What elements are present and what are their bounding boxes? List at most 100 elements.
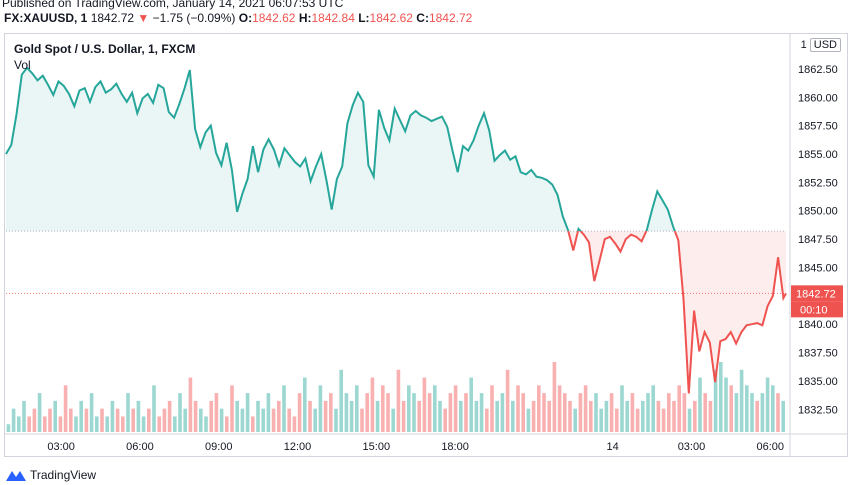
volume-bar <box>750 393 754 432</box>
volume-bar <box>765 377 770 432</box>
volume-bar <box>573 408 577 432</box>
volume-bar <box>323 400 328 432</box>
x-tick-label: 06:00 <box>126 441 154 453</box>
volume-bar <box>438 400 442 432</box>
volume-bar <box>110 400 115 432</box>
y-tick-label: 1845.00 <box>798 262 838 274</box>
volume-bar <box>776 393 780 432</box>
volume-bar <box>604 400 609 432</box>
volume-bar <box>771 385 775 432</box>
volume-bar <box>734 393 739 432</box>
y-tick-label: 1857.50 <box>798 121 838 133</box>
x-tick-label: 03:00 <box>678 441 706 453</box>
symbol-label: FX:XAUUSD, 1 <box>4 11 88 25</box>
volume-bar <box>6 424 11 432</box>
volume-bar <box>147 408 151 432</box>
volume-bar <box>63 385 68 432</box>
area-fill-above <box>6 67 675 232</box>
chart-title: Gold Spot / U.S. Dollar, 1, FXCM <box>14 42 196 56</box>
y-tick-label: 1832.50 <box>798 404 838 416</box>
volume-bar <box>43 416 47 432</box>
currency-label[interactable]: USD <box>809 38 841 52</box>
volume-bar <box>282 385 286 432</box>
volume-bar <box>152 385 156 432</box>
volume-bar <box>516 385 520 432</box>
volume-bar <box>157 416 161 432</box>
volume-bar <box>318 385 323 432</box>
countdown-label: 00:10 <box>800 304 828 316</box>
y-tick-label: 1860.00 <box>798 92 838 104</box>
volume-bar <box>646 393 650 432</box>
volume-bar <box>537 385 541 432</box>
volume-bar <box>609 393 614 432</box>
volume-bar <box>251 416 255 432</box>
volume-bar <box>261 408 265 432</box>
volume-bar <box>74 416 78 432</box>
published-caption: Published on TradingView.com, January 14… <box>2 0 344 10</box>
volume-bar <box>464 393 468 432</box>
volume-bar <box>370 377 375 432</box>
volume-bar <box>531 400 536 432</box>
volume-bar <box>95 416 99 432</box>
volume-bar <box>755 400 759 432</box>
volume-bar <box>687 408 692 432</box>
volume-bar <box>672 400 676 432</box>
volume-bar <box>209 400 213 432</box>
volume-bar <box>433 385 437 432</box>
volume-bar <box>625 400 629 432</box>
x-tick-label: 15:00 <box>363 441 391 453</box>
volume-bar <box>453 385 458 432</box>
volume-bar <box>578 393 583 432</box>
ohlc-header: FX:XAUUSD, 1 1842.72 ▼ −1.75 (−0.09%) O:… <box>4 11 472 25</box>
volume-bar <box>37 393 42 432</box>
volume-bar <box>235 400 239 432</box>
volume-bar <box>339 369 343 432</box>
volume-bar <box>162 408 167 432</box>
volume-bar <box>141 416 146 432</box>
volume-bar <box>256 400 260 432</box>
volume-bar <box>287 408 291 432</box>
volume-bar <box>407 385 411 432</box>
volume-bar <box>401 400 406 432</box>
volume-bar <box>313 408 317 432</box>
chart-frame <box>4 33 848 457</box>
volume-bar <box>240 408 245 432</box>
volume-bar <box>188 377 193 432</box>
high-value: 1842.84 <box>311 11 355 25</box>
volume-bar <box>739 369 744 432</box>
volume-bar <box>225 416 229 432</box>
y-tick-label: 1850.00 <box>798 206 838 218</box>
currency-selector[interactable]: 1 USD <box>801 38 841 52</box>
close-label: C: <box>416 11 429 25</box>
volume-bar <box>173 416 177 432</box>
volume-bar <box>656 400 661 432</box>
volume-bar <box>641 400 645 432</box>
volume-bar <box>349 400 354 432</box>
volume-bar <box>136 400 141 432</box>
brand-label: TradingView <box>30 468 97 482</box>
y-tick-label: 1862.50 <box>798 64 838 76</box>
volume-bar <box>620 385 624 432</box>
volume-bar <box>563 393 567 432</box>
volume-bar <box>22 400 26 432</box>
volume-bar <box>781 400 785 432</box>
volume-bar <box>89 393 94 432</box>
volume-bar <box>32 408 37 432</box>
volume-bar <box>760 393 765 432</box>
volume-bar <box>589 400 593 432</box>
down-arrow-icon: ▼ <box>137 11 150 25</box>
volume-bar <box>682 393 687 432</box>
x-tick-label: 09:00 <box>205 441 233 453</box>
volume-bar <box>412 393 416 432</box>
tradingview-brand[interactable]: TradingView <box>6 468 96 482</box>
volume-bar <box>568 400 572 432</box>
volume-bar <box>417 400 421 432</box>
volume-bar <box>469 377 473 432</box>
volume-bar <box>677 385 681 432</box>
volume-bar <box>193 400 198 432</box>
x-tick-label: 12:00 <box>284 441 312 453</box>
volume-bar <box>386 393 390 432</box>
volume-bar <box>459 400 463 432</box>
volume-bar <box>303 377 307 432</box>
